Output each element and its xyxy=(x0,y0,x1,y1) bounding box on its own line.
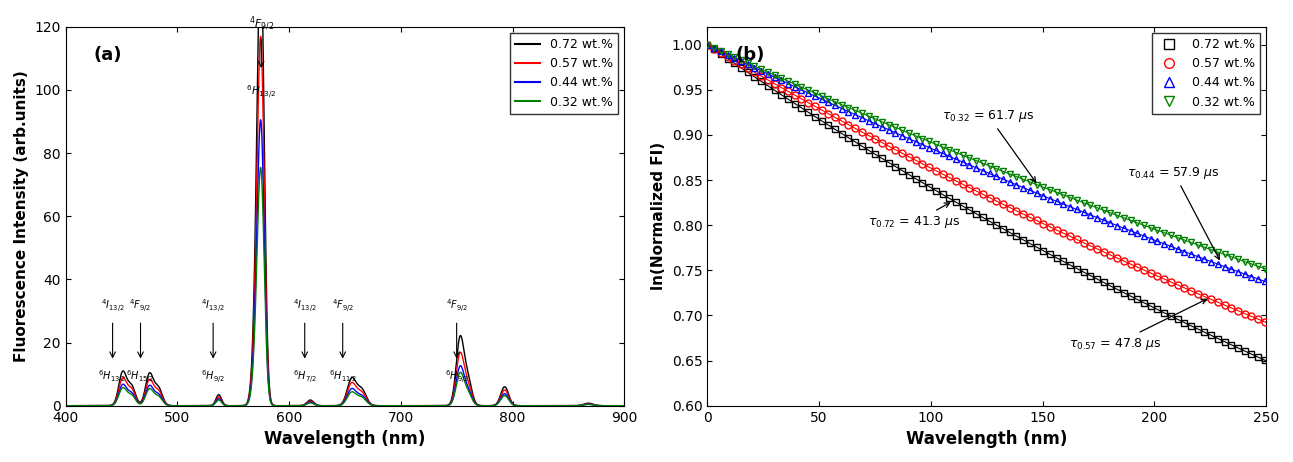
Text: $^6H_{13/2}$: $^6H_{13/2}$ xyxy=(246,84,277,100)
Text: $\tau_{0.72}$ = 41.3 $\mu$s: $\tau_{0.72}$ = 41.3 $\mu$s xyxy=(869,203,961,230)
0.32 wt.% xyxy=(253,164,269,170)
Text: $^4F_{9/2}$: $^4F_{9/2}$ xyxy=(446,297,468,314)
0.32 wt.% xyxy=(81,403,97,408)
Text: $^4I_{13/2}$: $^4I_{13/2}$ xyxy=(101,297,124,314)
0.57 wt.% xyxy=(587,402,603,408)
Line: 0.57 wt.%: 0.57 wt.% xyxy=(66,36,625,406)
Text: $^6H_{15/2}$: $^6H_{15/2}$ xyxy=(127,368,155,385)
Text: $^4I_{13/2}$: $^4I_{13/2}$ xyxy=(202,297,225,314)
0.72 wt.% xyxy=(58,403,74,408)
0.72 wt.% xyxy=(331,402,347,408)
0.44 wt.% xyxy=(81,403,97,408)
0.57 wt.% xyxy=(92,403,107,408)
X-axis label: Wavelength (nm): Wavelength (nm) xyxy=(906,430,1068,448)
Line: 0.72 wt.%: 0.72 wt.% xyxy=(66,0,625,406)
Legend: 0.72 wt.%, 0.57 wt.%, 0.44 wt.%, 0.32 wt.%: 0.72 wt.%, 0.57 wt.%, 0.44 wt.%, 0.32 wt… xyxy=(509,33,618,114)
Text: $^4I_{13/2}$: $^4I_{13/2}$ xyxy=(292,297,317,314)
0.72 wt.% xyxy=(617,403,632,408)
Text: $\tau_{0.44}$ = 57.9 $\mu$s: $\tau_{0.44}$ = 57.9 $\mu$s xyxy=(1127,164,1221,259)
Text: $\tau_{0.57}$ = 47.8 $\mu$s: $\tau_{0.57}$ = 47.8 $\mu$s xyxy=(1069,299,1206,352)
Text: $^6H_{13/2}$: $^6H_{13/2}$ xyxy=(98,368,127,385)
0.57 wt.% xyxy=(253,34,269,39)
0.57 wt.% xyxy=(81,403,97,408)
0.72 wt.% xyxy=(587,402,603,407)
0.44 wt.% xyxy=(167,403,182,408)
0.57 wt.% xyxy=(58,403,74,408)
0.44 wt.% xyxy=(331,403,347,408)
0.44 wt.% xyxy=(617,403,632,408)
Line: 0.32 wt.%: 0.32 wt.% xyxy=(66,167,625,406)
0.72 wt.% xyxy=(81,403,97,408)
0.32 wt.% xyxy=(92,403,107,408)
X-axis label: Wavelength (nm): Wavelength (nm) xyxy=(264,430,425,448)
Text: $^6H_{9/2}$: $^6H_{9/2}$ xyxy=(445,368,468,385)
0.44 wt.% xyxy=(253,117,269,122)
0.57 wt.% xyxy=(617,403,632,408)
0.44 wt.% xyxy=(61,403,76,408)
0.44 wt.% xyxy=(587,402,603,408)
Y-axis label: ln(Normalized FI): ln(Normalized FI) xyxy=(652,142,666,290)
Text: (a): (a) xyxy=(93,46,122,64)
0.57 wt.% xyxy=(61,403,76,408)
0.32 wt.% xyxy=(587,402,603,408)
0.72 wt.% xyxy=(92,403,107,408)
Text: $^4F_{9/2}$: $^4F_{9/2}$ xyxy=(248,14,274,33)
0.44 wt.% xyxy=(58,403,74,408)
Text: $^6H_{9/2}$: $^6H_{9/2}$ xyxy=(202,368,225,385)
0.44 wt.% xyxy=(92,403,107,408)
0.57 wt.% xyxy=(331,402,347,408)
0.72 wt.% xyxy=(167,403,182,408)
Text: $\tau_{0.32}$ = 61.7 $\mu$s: $\tau_{0.32}$ = 61.7 $\mu$s xyxy=(943,108,1036,182)
0.32 wt.% xyxy=(167,403,182,408)
0.72 wt.% xyxy=(61,403,76,408)
Y-axis label: Fluorescence Intensity (arb.units): Fluorescence Intensity (arb.units) xyxy=(14,70,28,362)
Text: $^4F_{9/2}$: $^4F_{9/2}$ xyxy=(129,297,151,314)
Legend: 0.72 wt.%, 0.57 wt.%, 0.44 wt.%, 0.32 wt.%: 0.72 wt.%, 0.57 wt.%, 0.44 wt.%, 0.32 wt… xyxy=(1152,33,1259,114)
Text: $^6H_{11/2}$: $^6H_{11/2}$ xyxy=(328,368,357,385)
0.32 wt.% xyxy=(61,403,76,408)
0.57 wt.% xyxy=(167,403,182,408)
0.32 wt.% xyxy=(331,403,347,408)
Text: $^4F_{9/2}$: $^4F_{9/2}$ xyxy=(331,297,354,314)
Text: $^6H_{7/2}$: $^6H_{7/2}$ xyxy=(292,368,317,385)
Text: (b): (b) xyxy=(736,46,764,64)
Line: 0.44 wt.%: 0.44 wt.% xyxy=(66,120,625,406)
0.32 wt.% xyxy=(58,403,74,408)
0.32 wt.% xyxy=(617,403,632,408)
